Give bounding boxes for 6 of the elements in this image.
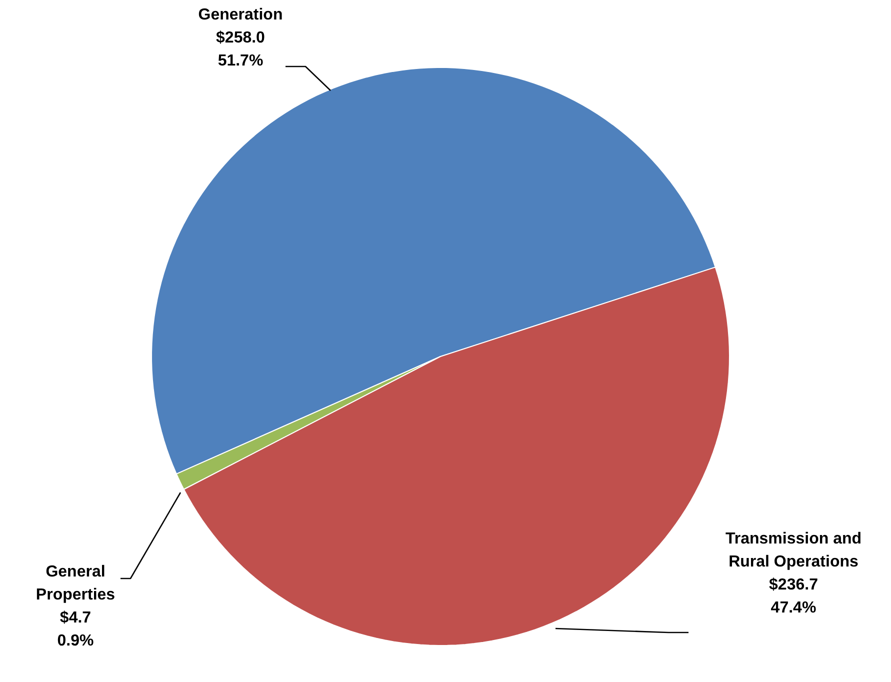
data-label: $258.0 51.7% [216, 29, 266, 70]
data-label: $236.7 47.4% [769, 576, 818, 616]
slice-label: General Properties [36, 564, 116, 604]
data-label: $4.7 0.9% [57, 609, 94, 650]
slice-label: Transmission and Rural Operations [725, 530, 862, 570]
slice-label: Generation [198, 6, 283, 24]
